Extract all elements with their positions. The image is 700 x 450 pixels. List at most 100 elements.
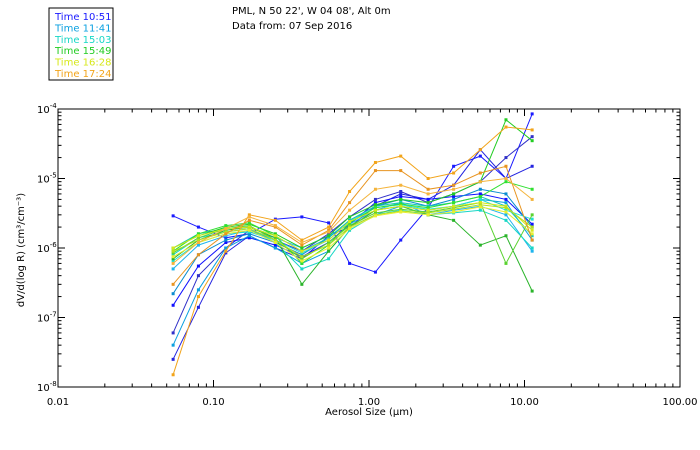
data-point	[399, 192, 403, 196]
data-point	[399, 204, 403, 208]
data-point	[478, 195, 482, 199]
data-point	[300, 238, 304, 242]
data-point	[196, 232, 200, 236]
data-point	[300, 255, 304, 259]
data-point	[224, 230, 228, 234]
data-point	[348, 227, 352, 231]
data-point	[478, 171, 482, 175]
data-point	[452, 201, 456, 205]
data-point	[399, 169, 403, 173]
data-point	[452, 207, 456, 211]
plot-frame	[57, 108, 681, 388]
data-point	[426, 213, 430, 217]
series-layer	[171, 112, 534, 377]
data-point	[327, 238, 331, 242]
data-point	[452, 204, 456, 208]
data-point	[373, 203, 377, 207]
data-point	[348, 220, 352, 224]
data-point	[171, 292, 175, 296]
data-point	[196, 236, 200, 240]
data-point	[300, 257, 304, 261]
data-series	[171, 148, 534, 361]
data-point	[224, 249, 228, 253]
data-point	[530, 232, 534, 236]
data-point	[171, 282, 175, 286]
data-point	[399, 190, 403, 194]
data-point	[171, 373, 175, 377]
data-point	[247, 213, 251, 217]
data-point	[247, 232, 251, 236]
x-tick-labels: 0.01 0.10 1.00 10.00 100.00	[47, 397, 698, 408]
data-point	[171, 214, 175, 218]
data-point	[530, 139, 534, 143]
data-point	[530, 222, 534, 226]
data-point	[171, 343, 175, 347]
data-point	[530, 225, 534, 229]
data-point	[327, 230, 331, 234]
data-point	[530, 135, 534, 139]
data-point	[530, 164, 534, 168]
data-point	[300, 240, 304, 244]
data-point	[247, 227, 251, 231]
data-point	[348, 261, 352, 265]
data-point	[171, 331, 175, 335]
data-point	[196, 305, 200, 309]
data-point	[273, 218, 277, 222]
data-point	[426, 197, 430, 201]
data-point	[504, 118, 508, 122]
data-point	[327, 234, 331, 238]
data-point	[399, 195, 403, 199]
data-point	[327, 225, 331, 229]
legend-entry: Time 17:24	[54, 69, 111, 80]
x-tick-label: 1.00	[358, 397, 380, 408]
data-point	[426, 192, 430, 196]
data-point	[504, 208, 508, 212]
data-point	[426, 177, 430, 180]
y-tick-labels: 10-4 10-5 10-6 10-7 10-8	[37, 102, 57, 394]
data-point	[171, 259, 175, 263]
data-point	[426, 211, 430, 215]
data-point	[504, 177, 508, 180]
data-point	[300, 267, 304, 271]
data-point	[327, 240, 331, 244]
data-point	[426, 187, 430, 191]
data-point	[452, 197, 456, 201]
data-point	[504, 261, 508, 265]
data-point	[452, 187, 456, 191]
data-point	[247, 215, 251, 219]
data-point	[196, 243, 200, 247]
data-point	[530, 289, 534, 293]
y-axis-label: dV/d(log R) (cm³/cm⁻³)	[16, 193, 27, 307]
data-point	[504, 197, 508, 201]
data-point	[426, 206, 430, 210]
data-point	[373, 187, 377, 191]
data-point	[530, 217, 534, 221]
data-series	[171, 201, 534, 253]
data-point	[530, 112, 534, 116]
data-point	[373, 211, 377, 215]
data-point	[348, 201, 352, 205]
data-point	[224, 224, 228, 228]
data-point	[399, 183, 403, 187]
data-point	[224, 238, 228, 242]
data-point	[373, 208, 377, 212]
data-point	[273, 234, 277, 238]
data-point	[452, 218, 456, 222]
y-tick-label: 10-7	[37, 311, 57, 325]
data-point	[171, 249, 175, 253]
data-point	[300, 251, 304, 255]
data-point	[196, 274, 200, 278]
legend-box	[48, 7, 114, 81]
data-point	[327, 232, 331, 236]
data-point	[300, 259, 304, 263]
data-point	[426, 204, 430, 208]
data-point	[348, 190, 352, 194]
data-point	[327, 236, 331, 240]
data-point	[224, 236, 228, 240]
data-point	[247, 230, 251, 234]
data-point	[247, 218, 251, 222]
data-point	[530, 238, 534, 242]
data-point	[399, 154, 403, 158]
